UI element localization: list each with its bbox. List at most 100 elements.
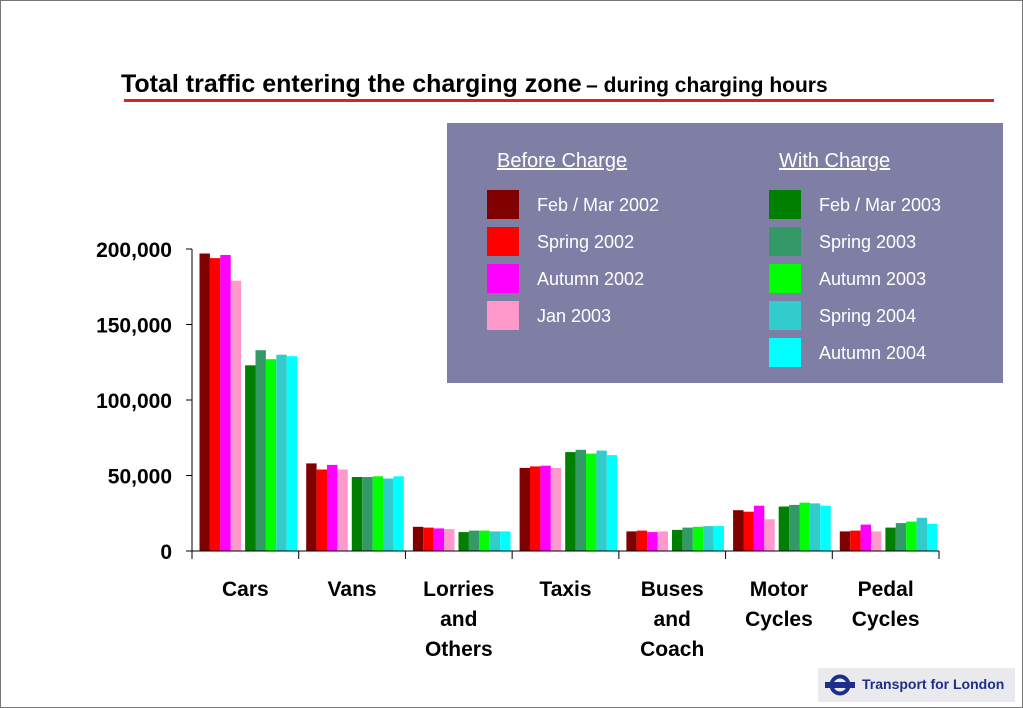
bar	[778, 506, 790, 551]
bar	[276, 354, 287, 551]
tfl-logo: Transport for London	[818, 668, 1015, 702]
bar	[316, 469, 327, 551]
legend-swatch	[769, 338, 801, 367]
legend-label: Autumn 2003	[819, 269, 927, 289]
bar	[327, 464, 338, 551]
bar	[540, 465, 551, 551]
x-tick-label: Buses and Coach	[640, 578, 704, 661]
bar	[575, 449, 586, 551]
bar	[265, 359, 277, 551]
bar	[479, 530, 490, 551]
y-tick-label: 100,000	[96, 390, 172, 413]
bar	[703, 526, 714, 551]
chart-title-main: Total traffic entering the charging zone	[121, 70, 582, 98]
y-tick-label: 150,000	[96, 315, 172, 338]
bar	[692, 526, 704, 551]
legend-label: Autumn 2004	[819, 343, 927, 363]
legend-swatch	[769, 301, 801, 330]
chart-legend: Before Charge With Charge Feb / Mar 2002…	[447, 123, 1003, 383]
title-underline	[124, 99, 994, 102]
bar	[764, 519, 775, 551]
legend-label: Jan 2003	[537, 306, 612, 326]
bar	[713, 526, 724, 551]
x-tick-label: Taxis	[539, 578, 591, 601]
bar	[636, 530, 648, 551]
bar	[586, 453, 597, 551]
bar	[820, 505, 831, 551]
bar	[489, 531, 501, 551]
bar	[433, 528, 445, 551]
x-tick-label: Vans	[328, 578, 377, 601]
chart-title: Total traffic entering the charging zone…	[121, 70, 828, 99]
bar	[220, 255, 231, 551]
bar	[743, 511, 754, 551]
legend-label: Spring 2002	[537, 232, 635, 252]
bar	[565, 452, 576, 551]
y-tick-label: 50,000	[108, 466, 172, 489]
bar	[927, 523, 938, 551]
logo-text: Transport for London	[862, 676, 1005, 692]
bar	[337, 469, 348, 551]
x-tick-label: Motor Cycles	[745, 578, 813, 631]
bar	[519, 467, 530, 551]
legend-label: Feb / Mar 2002	[537, 195, 660, 215]
bar	[458, 532, 469, 551]
bar	[885, 527, 896, 551]
bar	[444, 529, 455, 551]
legend-heading-with: With Charge	[779, 150, 891, 172]
legend-swatch	[769, 264, 801, 293]
legend-heading-before: Before Charge	[497, 150, 628, 172]
legend-swatch	[487, 227, 519, 256]
chart-title-sub: – during charging hours	[586, 74, 828, 97]
x-tick-label: Pedal Cycles	[852, 578, 920, 631]
bar	[383, 478, 394, 551]
bar	[306, 463, 317, 551]
bar	[809, 503, 821, 551]
legend-label: Feb / Mar 2003	[819, 195, 942, 215]
bar	[500, 531, 511, 551]
bar	[839, 531, 851, 551]
bar	[657, 531, 668, 551]
bar	[550, 467, 562, 551]
bar	[789, 504, 800, 551]
bar	[733, 510, 744, 551]
bar	[393, 476, 404, 551]
bar	[753, 505, 765, 551]
bar	[871, 531, 882, 551]
bar	[626, 531, 637, 551]
bar	[606, 455, 618, 551]
y-tick-label: 200,000	[96, 239, 172, 262]
bar	[423, 527, 434, 551]
bar	[362, 477, 373, 551]
bar	[199, 253, 210, 551]
legend-swatch	[487, 190, 519, 219]
legend-swatch	[769, 227, 801, 256]
bar	[916, 517, 927, 551]
x-tick-label: Lorries and Others	[423, 578, 494, 661]
bar	[647, 532, 658, 551]
bar	[672, 529, 683, 551]
roundel-icon	[825, 674, 855, 696]
bar	[850, 530, 861, 551]
bar	[209, 258, 221, 551]
bar	[412, 526, 424, 551]
legend-swatch	[487, 301, 519, 330]
bar	[245, 365, 256, 551]
x-tick-label: Cars	[222, 578, 269, 601]
bar	[255, 350, 266, 551]
bar	[906, 521, 917, 551]
y-tick-label: 0	[160, 541, 172, 564]
bar	[860, 524, 871, 551]
bar	[799, 502, 810, 551]
bar	[895, 523, 907, 551]
legend-label: Spring 2003	[819, 232, 917, 252]
legend-swatch	[487, 264, 519, 293]
legend-label: Spring 2004	[819, 306, 917, 326]
bar	[530, 466, 541, 551]
bar	[682, 527, 693, 551]
bar	[286, 356, 298, 551]
bar	[468, 530, 480, 551]
legend-label: Autumn 2002	[537, 269, 645, 289]
bar	[596, 450, 607, 551]
